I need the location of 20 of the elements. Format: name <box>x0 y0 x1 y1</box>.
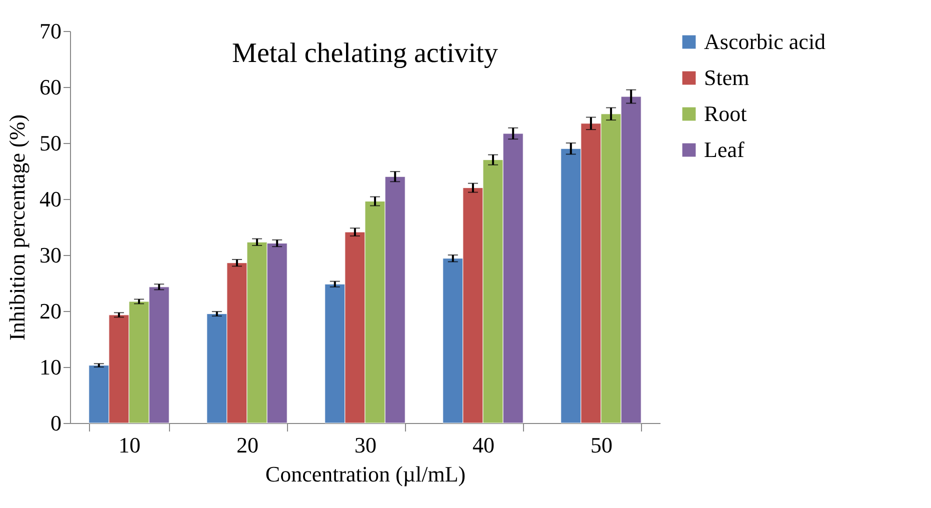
y-tick-label: 70 <box>40 18 62 44</box>
legend-label: Root <box>704 101 747 126</box>
legend-label: Stem <box>704 65 750 90</box>
y-tick-label: 20 <box>40 298 62 324</box>
x-tick-label: 10 <box>118 432 140 458</box>
y-tick-label: 10 <box>40 354 62 380</box>
y-tick-label: 40 <box>40 186 62 212</box>
chart-title: Metal chelating activity <box>232 38 498 69</box>
y-tick-label: 30 <box>40 242 62 268</box>
y-tick-label: 60 <box>40 74 62 100</box>
legend-label: Leaf <box>704 137 745 162</box>
y-tick-label: 50 <box>40 130 62 156</box>
x-tick-label: 30 <box>354 432 376 458</box>
x-tick-label: 20 <box>236 432 258 458</box>
y-tick-label: 0 <box>50 410 62 436</box>
x-tick-label: 50 <box>590 432 612 458</box>
y-axis-title: Inhibition percentage (%) <box>4 114 30 341</box>
x-tick-label: 40 <box>472 432 494 458</box>
x-axis-title: Concentration (µl/mL) <box>265 462 466 486</box>
legend-label: Ascorbic acid <box>704 29 826 54</box>
